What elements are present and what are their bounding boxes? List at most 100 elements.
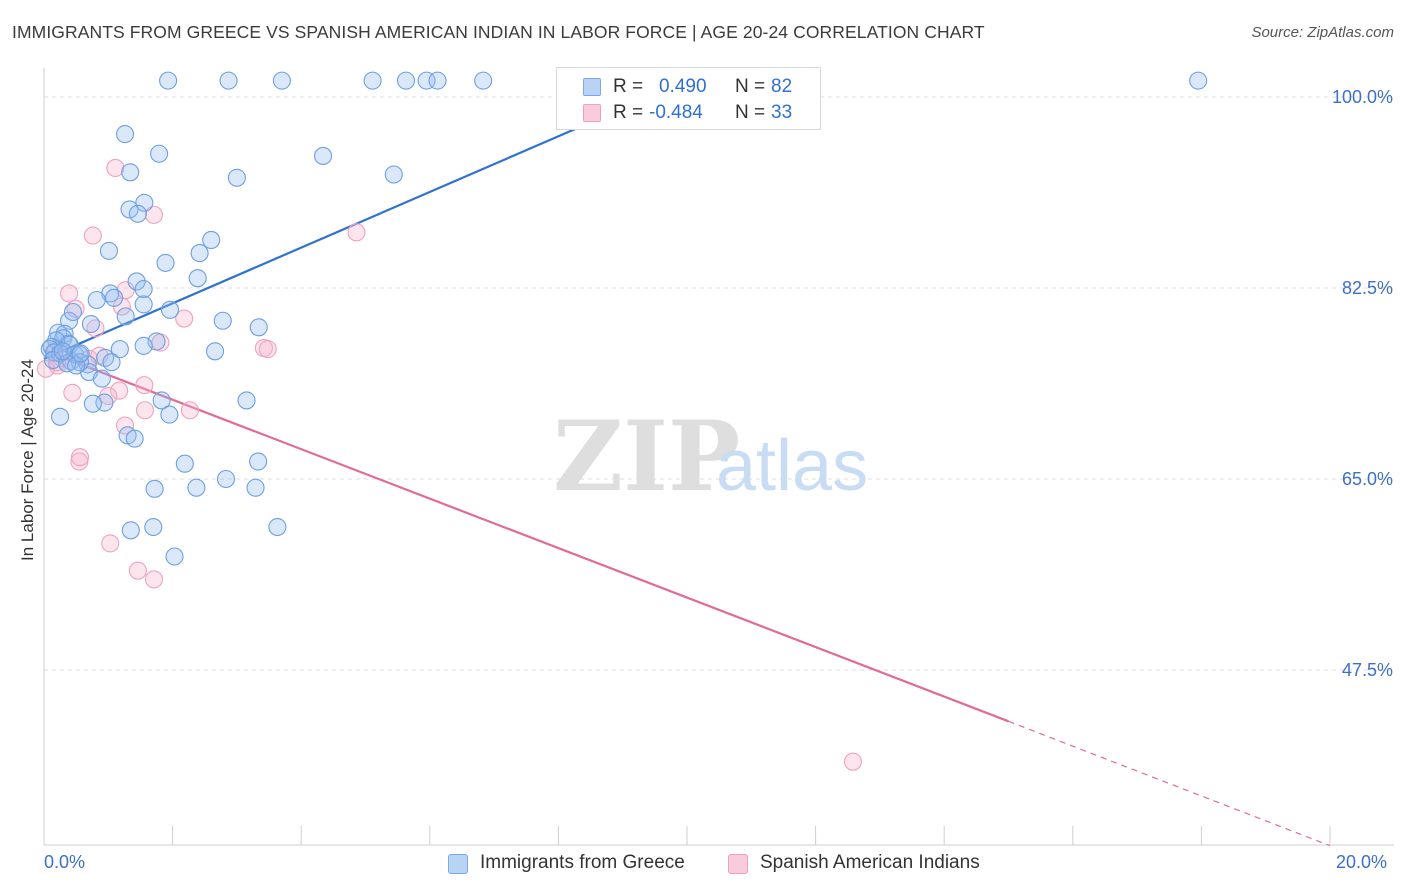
data-point-greece	[160, 300, 180, 319]
data-point-greece	[134, 295, 153, 314]
data-point-greece	[249, 318, 268, 337]
data-point-greece	[190, 244, 209, 263]
legend-swatch-pink	[728, 854, 748, 874]
trendline-spanish-american-indians	[43, 349, 1009, 723]
data-point-greece	[135, 193, 154, 212]
source-label: Source: ZipAtlas.com	[1251, 24, 1394, 41]
legend-label-greece: Immigrants from Greece	[480, 852, 685, 873]
data-point-greece	[63, 302, 82, 322]
data-point-spanish-american-indians	[175, 309, 194, 328]
data-point-greece	[125, 429, 144, 448]
data-point-greece	[417, 71, 436, 90]
data-point-greece	[384, 165, 403, 184]
y-tick-label: 82.5%	[1342, 278, 1393, 298]
data-point-spanish-american-indians	[60, 284, 79, 303]
data-point-greece	[156, 253, 175, 272]
trendline-spanish-american-indians-extrapolated	[1008, 720, 1331, 847]
data-point-greece	[127, 272, 146, 291]
axes	[43, 68, 1394, 846]
data-point-spanish-american-indians	[83, 226, 102, 245]
data-point-greece	[71, 344, 90, 363]
data-point-spanish-american-indians	[144, 205, 164, 224]
data-point-greece	[51, 407, 70, 426]
data-point-greece	[115, 125, 135, 144]
data-point-greece	[105, 288, 124, 307]
data-point-greece	[121, 521, 140, 540]
data-point-greece	[67, 356, 86, 375]
data-point-greece	[249, 452, 268, 471]
data-point-greece	[53, 342, 72, 361]
legend-n-label: N =	[735, 76, 766, 97]
data-point-greece	[145, 479, 164, 498]
data-point-greece	[187, 478, 206, 497]
series-blue-points	[40, 71, 1208, 566]
y-tick-label: 65.0%	[1342, 469, 1393, 489]
data-point-spanish-american-indians	[110, 381, 129, 400]
data-point-greece	[87, 290, 106, 310]
data-point-spanish-american-indians	[70, 448, 90, 467]
legend-swatch-blue	[583, 78, 601, 96]
data-point-greece	[268, 517, 287, 537]
data-point-spanish-american-indians	[135, 401, 155, 420]
data-point-greece	[128, 204, 147, 223]
data-point-greece	[246, 478, 265, 497]
data-point-greece	[116, 307, 135, 326]
data-point-greece	[83, 394, 102, 413]
data-point-greece	[152, 391, 171, 410]
data-point-greece	[428, 71, 447, 90]
x-axis-max-label: 20.0%	[1336, 852, 1388, 872]
data-point-greece	[272, 71, 291, 90]
data-point-greece	[159, 71, 178, 90]
x-axis-min-label: 0.0%	[44, 852, 86, 872]
data-point-spanish-american-indians	[63, 383, 82, 402]
data-point-spanish-american-indians	[101, 534, 120, 553]
data-point-greece	[121, 163, 140, 182]
y-tick-label: 100.0%	[1332, 87, 1393, 107]
legend-swatch-blue	[448, 854, 468, 874]
data-point-greece	[202, 230, 221, 250]
legend-r-value: 0.490	[659, 76, 707, 97]
data-point-spanish-american-indians	[258, 340, 277, 359]
legend-n-value: 82	[771, 76, 793, 97]
data-point-spanish-american-indians	[106, 158, 125, 177]
data-point-spanish-american-indians	[135, 376, 154, 395]
legend-swatch-pink	[583, 104, 601, 122]
legend-label-spanish-american-indians: Spanish American Indians	[760, 852, 980, 873]
grid-lines	[44, 96, 1394, 671]
data-point-greece	[92, 369, 111, 388]
chart-title: IMMIGRANTS FROM GREECE VS SPANISH AMERIC…	[12, 22, 985, 42]
data-point-greece	[165, 547, 184, 566]
data-point-greece	[81, 314, 100, 334]
data-point-greece	[474, 71, 493, 90]
data-point-greece	[160, 405, 179, 424]
data-point-greece	[188, 269, 207, 288]
legend-r-label: R =	[613, 102, 644, 123]
y-axis-label: In Labor Force | Age 20-24	[18, 359, 37, 561]
data-point-greece	[219, 71, 238, 90]
correlation-legend: R = 0.490 N = 82 R = -0.484 N = 33	[556, 67, 821, 130]
data-point-greece	[99, 241, 118, 260]
watermark-zip: ZIP	[553, 400, 740, 513]
watermark-atlas: atlas	[716, 426, 868, 506]
data-point-spanish-american-indians	[128, 561, 147, 580]
data-point-spanish-american-indians	[144, 570, 164, 589]
data-point-greece	[396, 71, 416, 90]
legend-r-value: -0.484	[649, 102, 703, 123]
data-point-spanish-american-indians	[180, 401, 200, 420]
data-point-greece	[102, 353, 121, 372]
data-point-greece	[110, 340, 129, 359]
legend-r-label: R =	[613, 76, 644, 97]
data-point-greece	[216, 469, 236, 489]
data-point-greece	[134, 280, 153, 299]
data-point-greece	[134, 336, 153, 355]
data-point-greece	[314, 146, 333, 165]
y-tick-labels: 47.5% 65.0% 82.5% 100.0%	[1332, 87, 1393, 680]
data-point-spanish-american-indians	[347, 223, 366, 242]
y-tick-label: 47.5%	[1342, 660, 1393, 680]
data-point-spanish-american-indians	[843, 752, 862, 771]
data-point-greece	[150, 144, 169, 163]
data-point-greece	[175, 454, 194, 473]
data-point-greece	[205, 342, 225, 361]
